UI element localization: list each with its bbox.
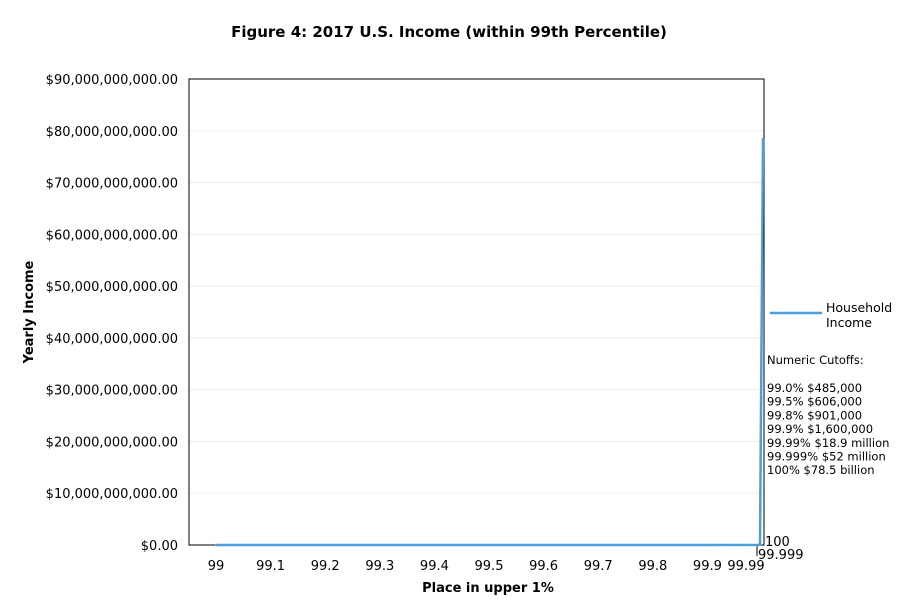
x-tick-label: 100 xyxy=(765,535,790,550)
cutoff-entry: 99.0% $485,000 xyxy=(767,381,862,395)
y-tick-label: $80,000,000,000.00 xyxy=(46,125,178,140)
series-line-household-income xyxy=(216,138,765,547)
data-point xyxy=(652,544,654,546)
y-tick-label: $70,000,000,000.00 xyxy=(46,177,178,192)
y-tick-label: $0.00 xyxy=(141,539,178,554)
x-tick-label: 99.7 xyxy=(584,559,613,574)
cutoff-entry: 100% $78.5 billion xyxy=(767,463,875,477)
data-point xyxy=(759,543,761,546)
x-axis-ticks: 99 99.1 99.2 99.3 99.4 99.5 99.6 99.7 99.8 99.9 99… xyxy=(208,535,804,574)
x-tick-label: 99.8 xyxy=(638,559,667,574)
y-axis-ticks: $0.00 $10,000,000,000.00 $20,000,000,000.0… xyxy=(46,73,178,554)
cutoff-entry: 99.5% $606,000 xyxy=(767,395,862,409)
plot-area-border xyxy=(188,78,765,546)
data-point xyxy=(756,544,758,546)
cutoff-entry: 99.99% $18.9 million xyxy=(767,436,889,450)
y-tick-label: $40,000,000,000.00 xyxy=(46,332,178,347)
x-tick-label: 99 xyxy=(208,559,225,574)
data-series xyxy=(215,137,765,547)
data-point xyxy=(707,544,709,546)
x-tick-label: 99.4 xyxy=(420,559,449,574)
data-point xyxy=(488,544,490,546)
x-tick-label: 99.6 xyxy=(529,559,558,574)
x-tick-label: 99.2 xyxy=(311,559,340,574)
x-tick-label: 99.9 xyxy=(693,559,722,574)
x-tick-label: 99.5 xyxy=(475,559,504,574)
x-tick-label: 99.3 xyxy=(365,559,394,574)
y-tick-label: $30,000,000,000.00 xyxy=(46,384,178,399)
y-tick-label: $20,000,000,000.00 xyxy=(46,435,178,450)
x-tick-label: 99.1 xyxy=(256,559,285,574)
data-point xyxy=(215,544,217,546)
y-tick-label: $50,000,000,000.00 xyxy=(46,280,178,295)
cutoff-entry: 99.999% $52 million xyxy=(767,450,886,464)
x-tick-label: 99.999 xyxy=(758,548,804,563)
y-tick-label: $60,000,000,000.00 xyxy=(46,228,178,243)
chart-title: Figure 4: 2017 U.S. Income (within 99th … xyxy=(231,23,667,41)
y-tick-label: $10,000,000,000.00 xyxy=(46,487,178,502)
legend-label: Household Income xyxy=(826,300,892,330)
cutoffs-title: Numeric Cutoffs: xyxy=(767,353,864,367)
legend-label-line: Household xyxy=(826,300,892,315)
y-tick-label: $90,000,000,000.00 xyxy=(46,73,178,88)
x-tick-label: 99.99 xyxy=(727,559,764,574)
legend-label-line: Income xyxy=(826,315,872,330)
data-point xyxy=(762,137,764,140)
cutoff-entry: 99.9% $1,600,000 xyxy=(767,422,873,436)
gridlines xyxy=(189,130,764,494)
y-axis-title: Yearly Income xyxy=(22,260,37,364)
legend: Household Income xyxy=(770,300,892,330)
cutoff-entry: 99.8% $901,000 xyxy=(767,408,862,422)
x-axis-title: Place in upper 1% xyxy=(422,581,554,596)
